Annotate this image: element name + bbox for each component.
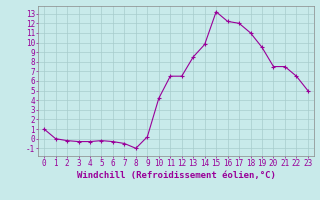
X-axis label: Windchill (Refroidissement éolien,°C): Windchill (Refroidissement éolien,°C) bbox=[76, 171, 276, 180]
